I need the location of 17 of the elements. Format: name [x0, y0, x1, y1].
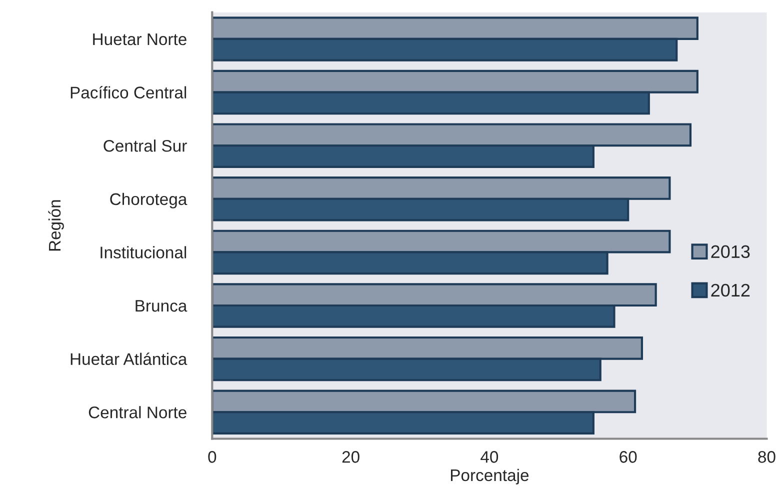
x-tick-label: 40: [480, 451, 498, 463]
y-tick-label: Institucional: [100, 246, 186, 258]
y-tick-label: Central Norte: [88, 406, 186, 418]
x-tick-label: 80: [758, 451, 776, 463]
y-tick-label: Chorotega: [110, 192, 188, 208]
legend-label: 2013: [711, 245, 750, 258]
x-tick-label: 20: [342, 451, 360, 463]
y-tick-label: Huetar Norte: [93, 34, 186, 46]
x-tick-label: 0: [208, 451, 216, 463]
y-axis-title: Región: [48, 200, 64, 251]
x-tick-label: 60: [620, 451, 637, 463]
y-tick-label: Pacífico Central: [70, 86, 186, 98]
y-tick-label: Brunca: [136, 300, 188, 312]
x-axis-title: Porcentaje: [450, 468, 529, 484]
y-tick-label: Huetar Atlántica: [70, 352, 188, 366]
legend-label: 2012: [711, 284, 750, 297]
y-tick-label: Central Sur: [104, 140, 187, 152]
